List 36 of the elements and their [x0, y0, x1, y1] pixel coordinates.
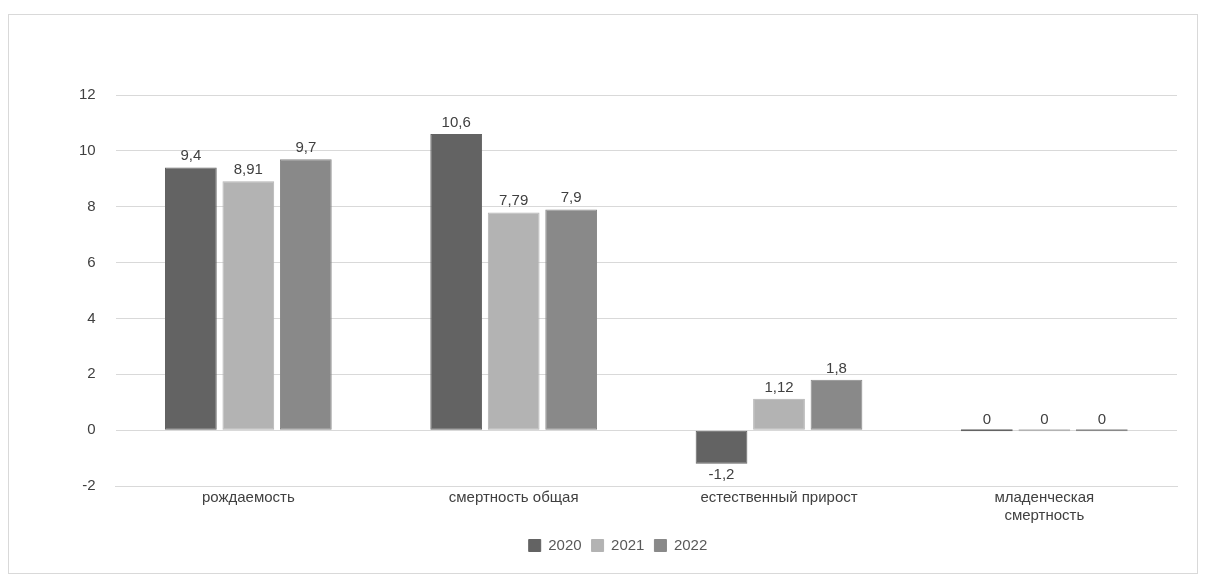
- x-tick-label: смертность общая: [448, 488, 579, 506]
- data-label: 1,12: [764, 377, 794, 395]
- data-label: 7,9: [560, 188, 582, 206]
- data-label: 8,91: [233, 159, 263, 177]
- bar: [430, 134, 483, 430]
- data-label: 10,6: [441, 112, 471, 130]
- x-tick-label: естественный прирост: [700, 488, 858, 506]
- bar: [279, 159, 332, 430]
- bar: [545, 209, 598, 430]
- data-label: 1,8: [826, 358, 847, 376]
- y-tick-label: 2: [87, 364, 96, 382]
- y-tick-label: -2: [82, 476, 96, 494]
- data-label: 0: [1097, 409, 1106, 427]
- bar: [753, 398, 805, 430]
- data-label: 7,79: [499, 191, 529, 209]
- data-label: 0: [982, 409, 992, 427]
- legend-label: 2020: [548, 535, 582, 553]
- data-label: 9,4: [180, 146, 202, 164]
- y-tick-label: 8: [87, 196, 96, 214]
- x-tick-label: младенческая смертность: [994, 488, 1095, 524]
- data-label: 0: [1040, 409, 1049, 427]
- data-label: 9,7: [295, 137, 317, 155]
- bar: [222, 181, 275, 430]
- x-tick-label: рождаемость: [201, 488, 295, 506]
- bar: [487, 212, 540, 430]
- y-tick-label: 6: [87, 252, 96, 270]
- y-tick-label: 10: [79, 141, 96, 158]
- bar: [164, 167, 217, 430]
- bar: [810, 379, 863, 430]
- legend-label: 2021: [611, 535, 645, 553]
- data-label: -1,2: [708, 465, 735, 483]
- y-tick-label: 12: [79, 85, 96, 103]
- y-tick-label: 4: [87, 308, 96, 326]
- bar: [695, 430, 748, 464]
- legend-label: 2022: [673, 535, 708, 553]
- y-tick-label: 0: [87, 420, 96, 438]
